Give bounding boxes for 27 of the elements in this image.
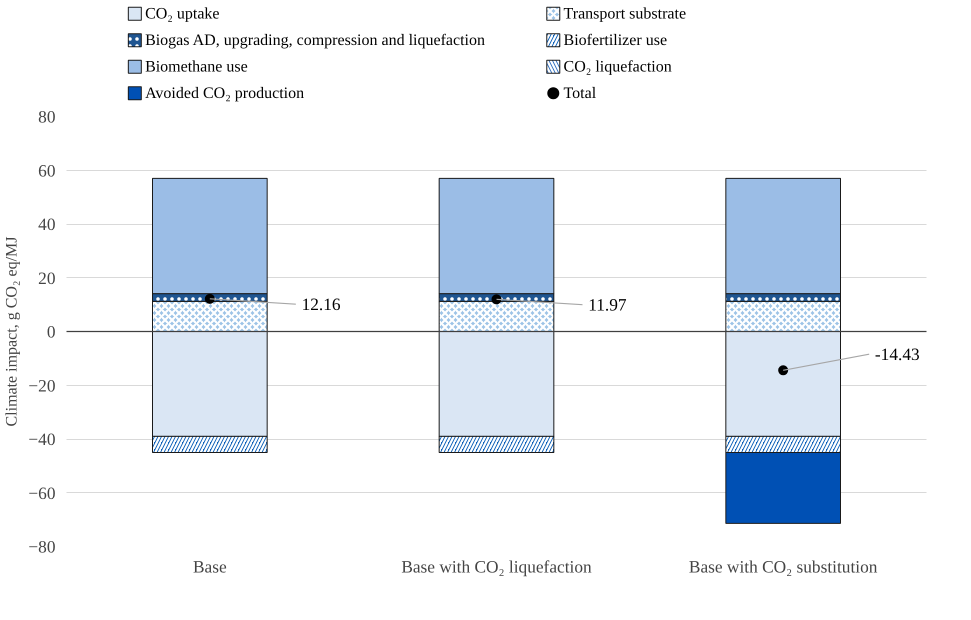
y-axis-title: Climate impact, g CO₂ eq/MJ xyxy=(3,236,20,426)
y-tick-label: −40 xyxy=(28,430,56,449)
y-tick-label: 20 xyxy=(38,268,56,288)
legend-label: Biofertilizer use xyxy=(564,32,668,49)
data-label: -14.43 xyxy=(874,345,920,364)
point xyxy=(492,294,502,304)
y-tick-label: −80 xyxy=(28,538,56,556)
legend-label: Transport substrate xyxy=(564,5,686,22)
y-tick-label: 80 xyxy=(38,108,56,126)
legend-label: Total xyxy=(564,84,597,102)
x-tick-label: Base xyxy=(192,558,227,576)
y-tick-label: 40 xyxy=(38,215,56,234)
x-tick-label: Base with CO₂ liquefaction xyxy=(401,558,592,576)
y-tick-label: −60 xyxy=(28,484,56,503)
data-label: 11.97 xyxy=(588,296,627,315)
legend-label: CO₂ uptake xyxy=(145,5,220,22)
legend-label: Biogas AD, upgrading, compression and liquefaction xyxy=(145,32,486,49)
x-tick-label: Base with CO₂ substitution xyxy=(688,558,878,576)
legend-label: Biomethane use xyxy=(145,58,248,76)
point xyxy=(778,365,788,376)
point xyxy=(204,294,215,304)
y-tick-label: 0 xyxy=(46,322,56,342)
y-tick-label: 60 xyxy=(38,161,56,180)
y-tick-label: −20 xyxy=(28,376,56,396)
data-label: 12.16 xyxy=(302,295,341,314)
legend-label: CO₂ liquefaction xyxy=(564,58,672,76)
legend-label: Avoided CO₂ production xyxy=(145,84,304,102)
